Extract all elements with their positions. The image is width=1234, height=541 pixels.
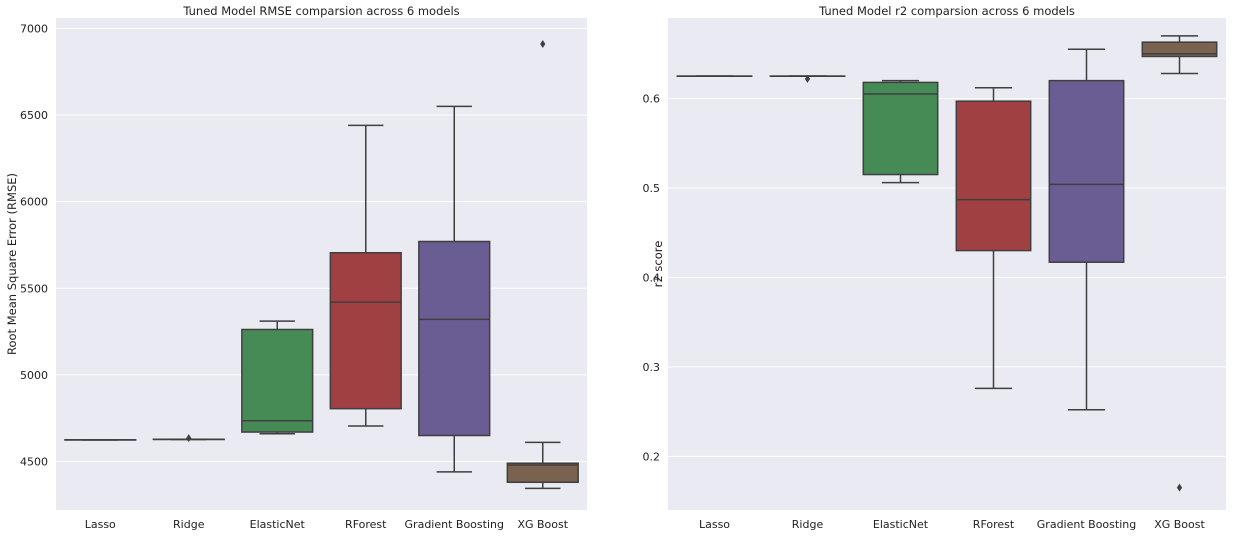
y-tick-label: 0.5	[643, 182, 661, 195]
box-elasticnet	[863, 81, 937, 183]
y-tick-label: 6000	[20, 196, 48, 209]
box-body	[419, 241, 490, 435]
x-tick-label: Gradient Boosting	[1037, 518, 1136, 531]
x-tick-label: XG Boost	[517, 518, 568, 531]
y-tick-label: 6500	[20, 109, 48, 122]
box-body	[956, 101, 1030, 250]
y-tick-label: 0.3	[643, 361, 661, 374]
box-body	[242, 329, 313, 432]
y-axis-label: Root Mean Square Error (RMSE)	[5, 173, 19, 355]
y-tick-label: 4500	[20, 455, 48, 468]
y-axis-label: r2 score	[651, 241, 665, 288]
x-tick-label: Lasso	[699, 518, 730, 531]
plot-area	[56, 18, 587, 510]
y-tick-label: 5000	[20, 369, 48, 382]
y-tick-label: 5500	[20, 282, 48, 295]
chart-panel-1: 4500 5000 5500 6000 6500 7000 Tuned Model RMSE…	[5, 4, 587, 531]
y-tick-label: 7000	[20, 22, 48, 35]
x-tick-label: XG Boost	[1154, 518, 1205, 531]
x-tick-label: ElasticNet	[250, 518, 306, 531]
x-tick-label: RForest	[973, 518, 1015, 531]
box-body	[330, 253, 401, 409]
x-tick-label: Ridge	[792, 518, 824, 531]
x-tick-label: Ridge	[173, 518, 205, 531]
chart-title: Tuned Model r2 comparsion across 6 model…	[818, 4, 1075, 18]
x-tick-label: ElasticNet	[873, 518, 929, 531]
x-tick-label: Lasso	[85, 518, 116, 531]
y-tick-label: 0.2	[643, 450, 661, 463]
x-tick-label: RForest	[345, 518, 387, 531]
y-tick-label: 0.6	[643, 93, 661, 106]
box-body	[863, 82, 937, 174]
plot-area	[668, 18, 1226, 510]
x-tick-label: Gradient Boosting	[405, 518, 504, 531]
chart-title: Tuned Model RMSE comparsion across 6 mod…	[182, 4, 459, 18]
box-body	[1049, 81, 1123, 263]
box-body	[507, 463, 578, 482]
box-elasticnet	[242, 321, 313, 434]
